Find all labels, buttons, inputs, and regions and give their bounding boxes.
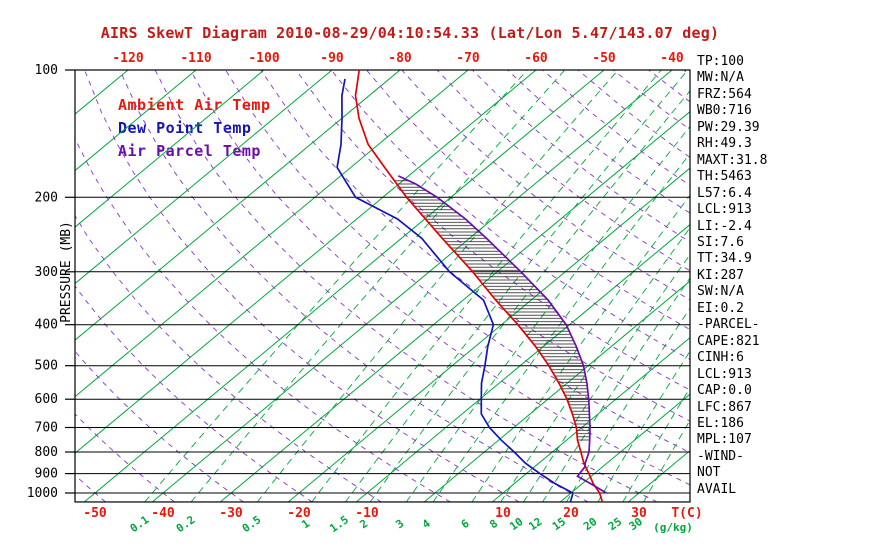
legend: Ambient Air Temp Dew Point Temp Air Parcel… bbox=[118, 94, 271, 163]
svg-text:-120: -120 bbox=[112, 51, 143, 66]
stat-line: LFC:867 bbox=[697, 399, 752, 415]
top-temp-axis-labels: -120 -110 -100 -90 -80 -70 -60 -50 -40 bbox=[112, 51, 684, 66]
svg-text:-50: -50 bbox=[592, 51, 616, 66]
stat-line: AVAIL bbox=[697, 481, 737, 497]
stat-line: CAP:0.0 bbox=[697, 383, 752, 399]
svg-text:-80: -80 bbox=[388, 51, 412, 66]
stat-line: KI:287 bbox=[697, 267, 744, 283]
svg-text:-30: -30 bbox=[219, 506, 243, 521]
svg-text:1000: 1000 bbox=[27, 486, 58, 501]
svg-text:900: 900 bbox=[35, 467, 58, 482]
svg-text:500: 500 bbox=[35, 359, 58, 374]
svg-text:-20: -20 bbox=[287, 506, 311, 521]
stat-line: TT:34.9 bbox=[697, 251, 752, 267]
sounding-traces bbox=[336, 70, 607, 502]
svg-text:600: 600 bbox=[35, 392, 58, 407]
mixing-ratio-lines bbox=[144, 70, 690, 502]
bottom-temp-axis-labels: -50 -40 -30 -20 -10 10 20 30 T(C) bbox=[83, 506, 702, 521]
svg-text:100: 100 bbox=[35, 63, 58, 78]
svg-text:25: 25 bbox=[606, 515, 624, 533]
stat-line: SW:N/A bbox=[697, 284, 744, 300]
svg-text:-70: -70 bbox=[456, 51, 480, 66]
dry-adiabat-lines bbox=[75, 70, 690, 502]
svg-text:1.5: 1.5 bbox=[327, 513, 351, 535]
svg-text:15: 15 bbox=[550, 515, 568, 533]
svg-text:6: 6 bbox=[459, 517, 472, 532]
stat-line: -WIND- bbox=[697, 448, 744, 464]
svg-text:20: 20 bbox=[563, 506, 579, 521]
stat-line: CINH:6 bbox=[697, 350, 744, 366]
stat-line: MW:N/A bbox=[697, 70, 744, 86]
stat-line: WB0:716 bbox=[697, 103, 752, 119]
stat-line: -PARCEL- bbox=[697, 317, 760, 333]
svg-text:-100: -100 bbox=[248, 51, 279, 66]
svg-text:20: 20 bbox=[581, 515, 599, 533]
stat-line: EI:0.2 bbox=[697, 300, 744, 316]
stat-line: EL:186 bbox=[697, 415, 744, 431]
svg-text:-40: -40 bbox=[151, 506, 175, 521]
stat-line: RH:49.3 bbox=[697, 136, 752, 152]
svg-text:-90: -90 bbox=[320, 51, 344, 66]
parcel-temp-trace bbox=[397, 175, 607, 494]
isotherm-lines bbox=[75, 70, 690, 502]
stat-line: MPL:107 bbox=[697, 432, 752, 448]
stat-line: MAXT:31.8 bbox=[697, 152, 768, 168]
mixing-ratio-axis-labels: 0.1 0.2 0.5 1 1.5 2 3 4 6 8 10 12 15 20 25 30 (g/kg) bbox=[128, 513, 693, 535]
svg-text:0.1: 0.1 bbox=[128, 513, 152, 535]
stat-line: FRZ:564 bbox=[697, 86, 752, 102]
svg-text:(g/kg): (g/kg) bbox=[653, 521, 693, 534]
svg-text:4: 4 bbox=[420, 517, 433, 532]
svg-text:12: 12 bbox=[526, 515, 544, 533]
svg-text:T(C): T(C) bbox=[671, 506, 702, 521]
svg-text:200: 200 bbox=[35, 190, 58, 205]
stat-line: LI:-2.4 bbox=[697, 218, 752, 234]
stats-panel: TP:100 MW:N/A FRZ:564 WB0:716 PW:29.39 RH:49.… bbox=[697, 54, 767, 498]
svg-text:10: 10 bbox=[507, 515, 525, 533]
stat-line: L57:6.4 bbox=[697, 185, 752, 201]
svg-text:-40: -40 bbox=[660, 51, 684, 66]
dew-point-trace bbox=[336, 78, 575, 502]
svg-text:400: 400 bbox=[35, 318, 58, 333]
svg-text:-60: -60 bbox=[524, 51, 548, 66]
svg-text:30: 30 bbox=[627, 515, 645, 533]
pressure-gridlines: 100 200 300 400 500 600 700 800 900 1000 bbox=[27, 63, 691, 503]
svg-text:300: 300 bbox=[35, 265, 58, 280]
stat-line: CAPE:821 bbox=[697, 333, 760, 349]
svg-text:0.5: 0.5 bbox=[240, 513, 264, 535]
svg-text:-110: -110 bbox=[180, 51, 211, 66]
svg-text:30: 30 bbox=[631, 506, 647, 521]
svg-text:-10: -10 bbox=[355, 506, 379, 521]
cape-hatch-region bbox=[393, 180, 590, 443]
svg-text:-50: -50 bbox=[83, 506, 107, 521]
svg-text:700: 700 bbox=[35, 421, 58, 436]
stat-line: TP:100 bbox=[697, 54, 744, 69]
svg-text:3: 3 bbox=[393, 517, 406, 531]
stat-line: LCL:913 bbox=[697, 202, 752, 218]
svg-text:0.2: 0.2 bbox=[174, 513, 198, 535]
svg-text:800: 800 bbox=[35, 445, 58, 460]
legend-item-ambient: Ambient Air Temp bbox=[118, 96, 271, 114]
stat-line: NOT bbox=[697, 465, 721, 481]
legend-item-dewpoint: Dew Point Temp bbox=[118, 119, 252, 137]
svg-text:10: 10 bbox=[495, 506, 511, 521]
stat-line: LCL:913 bbox=[697, 366, 752, 382]
legend-item-parcel: Air Parcel Temp bbox=[118, 142, 261, 160]
stat-line: PW:29.39 bbox=[697, 119, 760, 135]
chart-title: AIRS SkewT Diagram 2010-08-29/04:10:54.3… bbox=[100, 24, 720, 42]
stat-line: TH:5463 bbox=[697, 169, 752, 185]
stat-line: SI:7.6 bbox=[697, 234, 744, 250]
